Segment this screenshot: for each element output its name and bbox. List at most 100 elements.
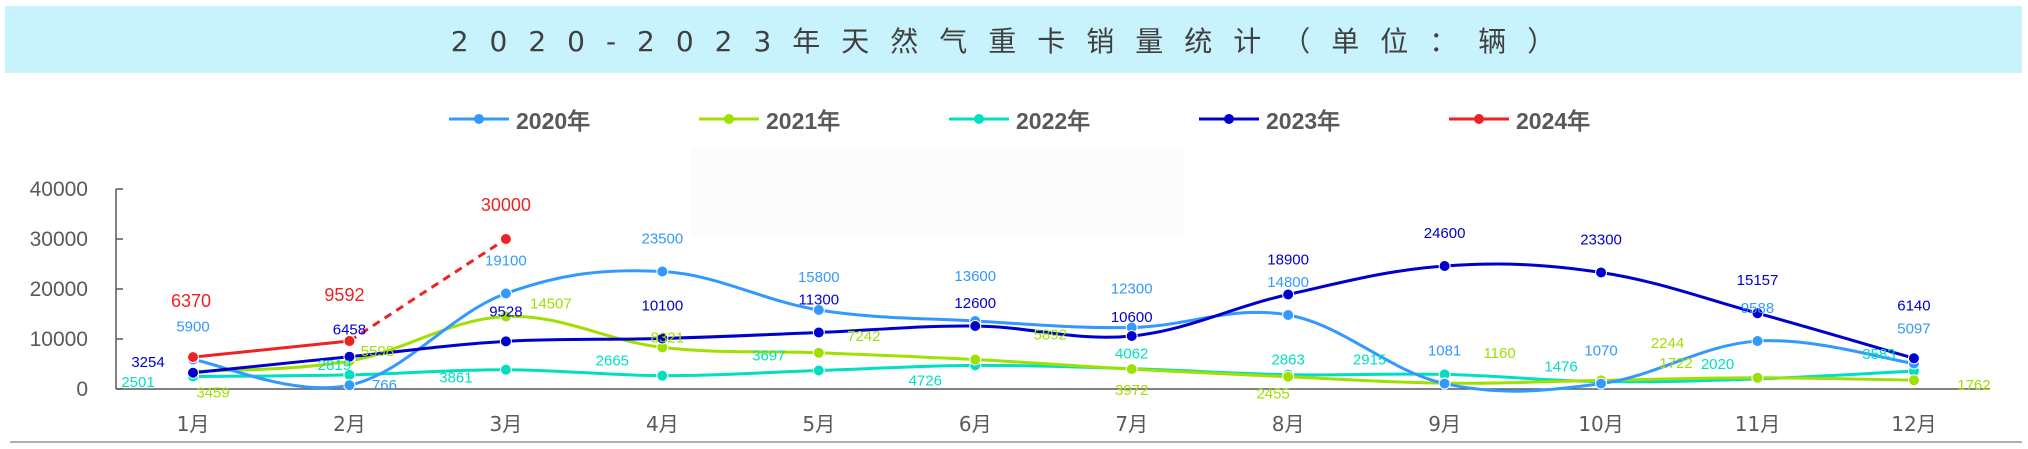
y-tick-label: 30000 xyxy=(30,228,88,251)
data-point xyxy=(656,332,669,345)
data-point xyxy=(1595,266,1608,279)
data-label: 1476 xyxy=(1544,359,1577,376)
data-point xyxy=(1751,307,1764,320)
data-label: 6458 xyxy=(333,322,366,339)
x-tick-label: 8月 xyxy=(1272,412,1305,436)
data-label: 1160 xyxy=(1483,345,1515,362)
data-label: 2455 xyxy=(1256,386,1289,403)
data-label: 12300 xyxy=(1111,281,1153,298)
x-tick-label: 2月 xyxy=(333,412,366,436)
title-banner: 2020-2023年天然气重卡销量统计（单位：辆） xyxy=(5,6,2022,73)
data-label: 2665 xyxy=(596,353,629,370)
data-label: 19100 xyxy=(485,253,527,270)
data-label: 10600 xyxy=(1111,309,1153,326)
series-line-solid xyxy=(192,339,350,359)
data-point xyxy=(812,346,825,359)
y-tick-label: 40000 xyxy=(30,178,88,201)
legend-item[interactable]: 2022年 xyxy=(948,102,1090,136)
y-tick-label: 0 xyxy=(76,378,88,401)
data-point xyxy=(656,369,669,382)
data-label: 13600 xyxy=(954,268,996,285)
x-tick-label: 1月 xyxy=(177,412,210,436)
data-label: 18900 xyxy=(1267,252,1309,269)
x-tick-label: 7月 xyxy=(1115,412,1148,436)
x-tick-label: 4月 xyxy=(646,412,679,436)
data-label: 2819 xyxy=(318,357,351,374)
data-label: 7242 xyxy=(847,328,880,345)
data-label: 12600 xyxy=(954,295,996,312)
legend-marker-icon xyxy=(1199,114,1259,124)
data-label: 4726 xyxy=(909,372,942,389)
x-tick-label: 12月 xyxy=(1891,412,1936,436)
data-point xyxy=(1907,374,1920,387)
legend-label: 2021年 xyxy=(766,108,841,134)
legend-item[interactable]: 2024年 xyxy=(1448,102,1590,136)
data-label: 3972 xyxy=(1115,382,1148,399)
data-point xyxy=(499,310,512,323)
data-label: 5097 xyxy=(1897,321,1930,338)
data-label: 23300 xyxy=(1580,232,1622,249)
data-label: 11300 xyxy=(798,292,839,309)
data-point xyxy=(343,379,356,392)
series-line xyxy=(192,262,1915,375)
data-label: 14800 xyxy=(1267,274,1309,291)
data-label: 3861 xyxy=(439,370,472,387)
data-point xyxy=(969,320,982,332)
data-label: 30000 xyxy=(481,195,531,215)
legend-item[interactable]: 2023年 xyxy=(1198,102,1340,136)
data-label: 3254 xyxy=(131,354,164,371)
bottom-divider xyxy=(10,441,2022,443)
series-line xyxy=(192,363,1915,384)
chart-title: 2020-2023年天然气重卡销量统计（单位：辆） xyxy=(450,24,1577,58)
data-label: 766 xyxy=(372,377,397,394)
data-label: 5892 xyxy=(1034,327,1067,344)
legend: 2020年 2021年 2022年 2023年 2024年 xyxy=(0,102,2028,134)
data-label: 2244 xyxy=(1651,335,1684,352)
data-point xyxy=(343,350,356,363)
data-point xyxy=(812,304,825,316)
data-label: 9592 xyxy=(324,285,364,305)
x-tick-label: 3月 xyxy=(490,412,523,436)
data-label: 15800 xyxy=(798,269,840,286)
x-tick-label: 6月 xyxy=(959,412,992,436)
data-point xyxy=(1751,371,1764,384)
background-panel xyxy=(690,146,1185,238)
data-point xyxy=(812,364,825,377)
series-line xyxy=(192,269,1915,393)
data-label: 4062 xyxy=(1115,346,1148,363)
legend-item[interactable]: 2021年 xyxy=(698,102,840,136)
legend-label: 2022年 xyxy=(1016,108,1091,134)
data-point xyxy=(969,353,982,366)
data-point xyxy=(499,287,512,300)
data-point xyxy=(1438,377,1451,390)
data-label: 3697 xyxy=(752,348,785,365)
data-label: 9588 xyxy=(1741,300,1774,317)
data-label: 5900 xyxy=(176,319,209,336)
data-label: 2915 xyxy=(1353,351,1386,368)
legend-label: 2020年 xyxy=(516,108,591,134)
data-label: 2020 xyxy=(1701,356,1734,373)
data-label: 1081 xyxy=(1428,343,1461,360)
data-point xyxy=(1125,330,1138,342)
data-point xyxy=(812,326,825,339)
data-point xyxy=(1282,288,1295,301)
data-point xyxy=(187,366,199,379)
legend-item[interactable]: 2020年 xyxy=(448,102,590,136)
data-point xyxy=(187,351,199,364)
data-point xyxy=(1125,363,1138,376)
data-point xyxy=(656,265,669,278)
data-label: 1722 xyxy=(1659,355,1692,372)
legend-marker-icon xyxy=(449,114,509,124)
data-point xyxy=(1282,309,1295,321)
data-label: 24600 xyxy=(1424,225,1466,242)
data-label: 2863 xyxy=(1271,352,1304,369)
x-tick-label: 5月 xyxy=(802,412,835,436)
data-label: 1762 xyxy=(1957,377,1990,394)
data-point xyxy=(1751,335,1764,348)
data-point xyxy=(499,335,512,348)
data-label: 1070 xyxy=(1584,343,1617,360)
data-label: 14507 xyxy=(530,295,572,312)
data-label: 9528 xyxy=(489,303,522,320)
data-point xyxy=(1438,260,1451,272)
y-tick-label: 10000 xyxy=(30,328,88,351)
